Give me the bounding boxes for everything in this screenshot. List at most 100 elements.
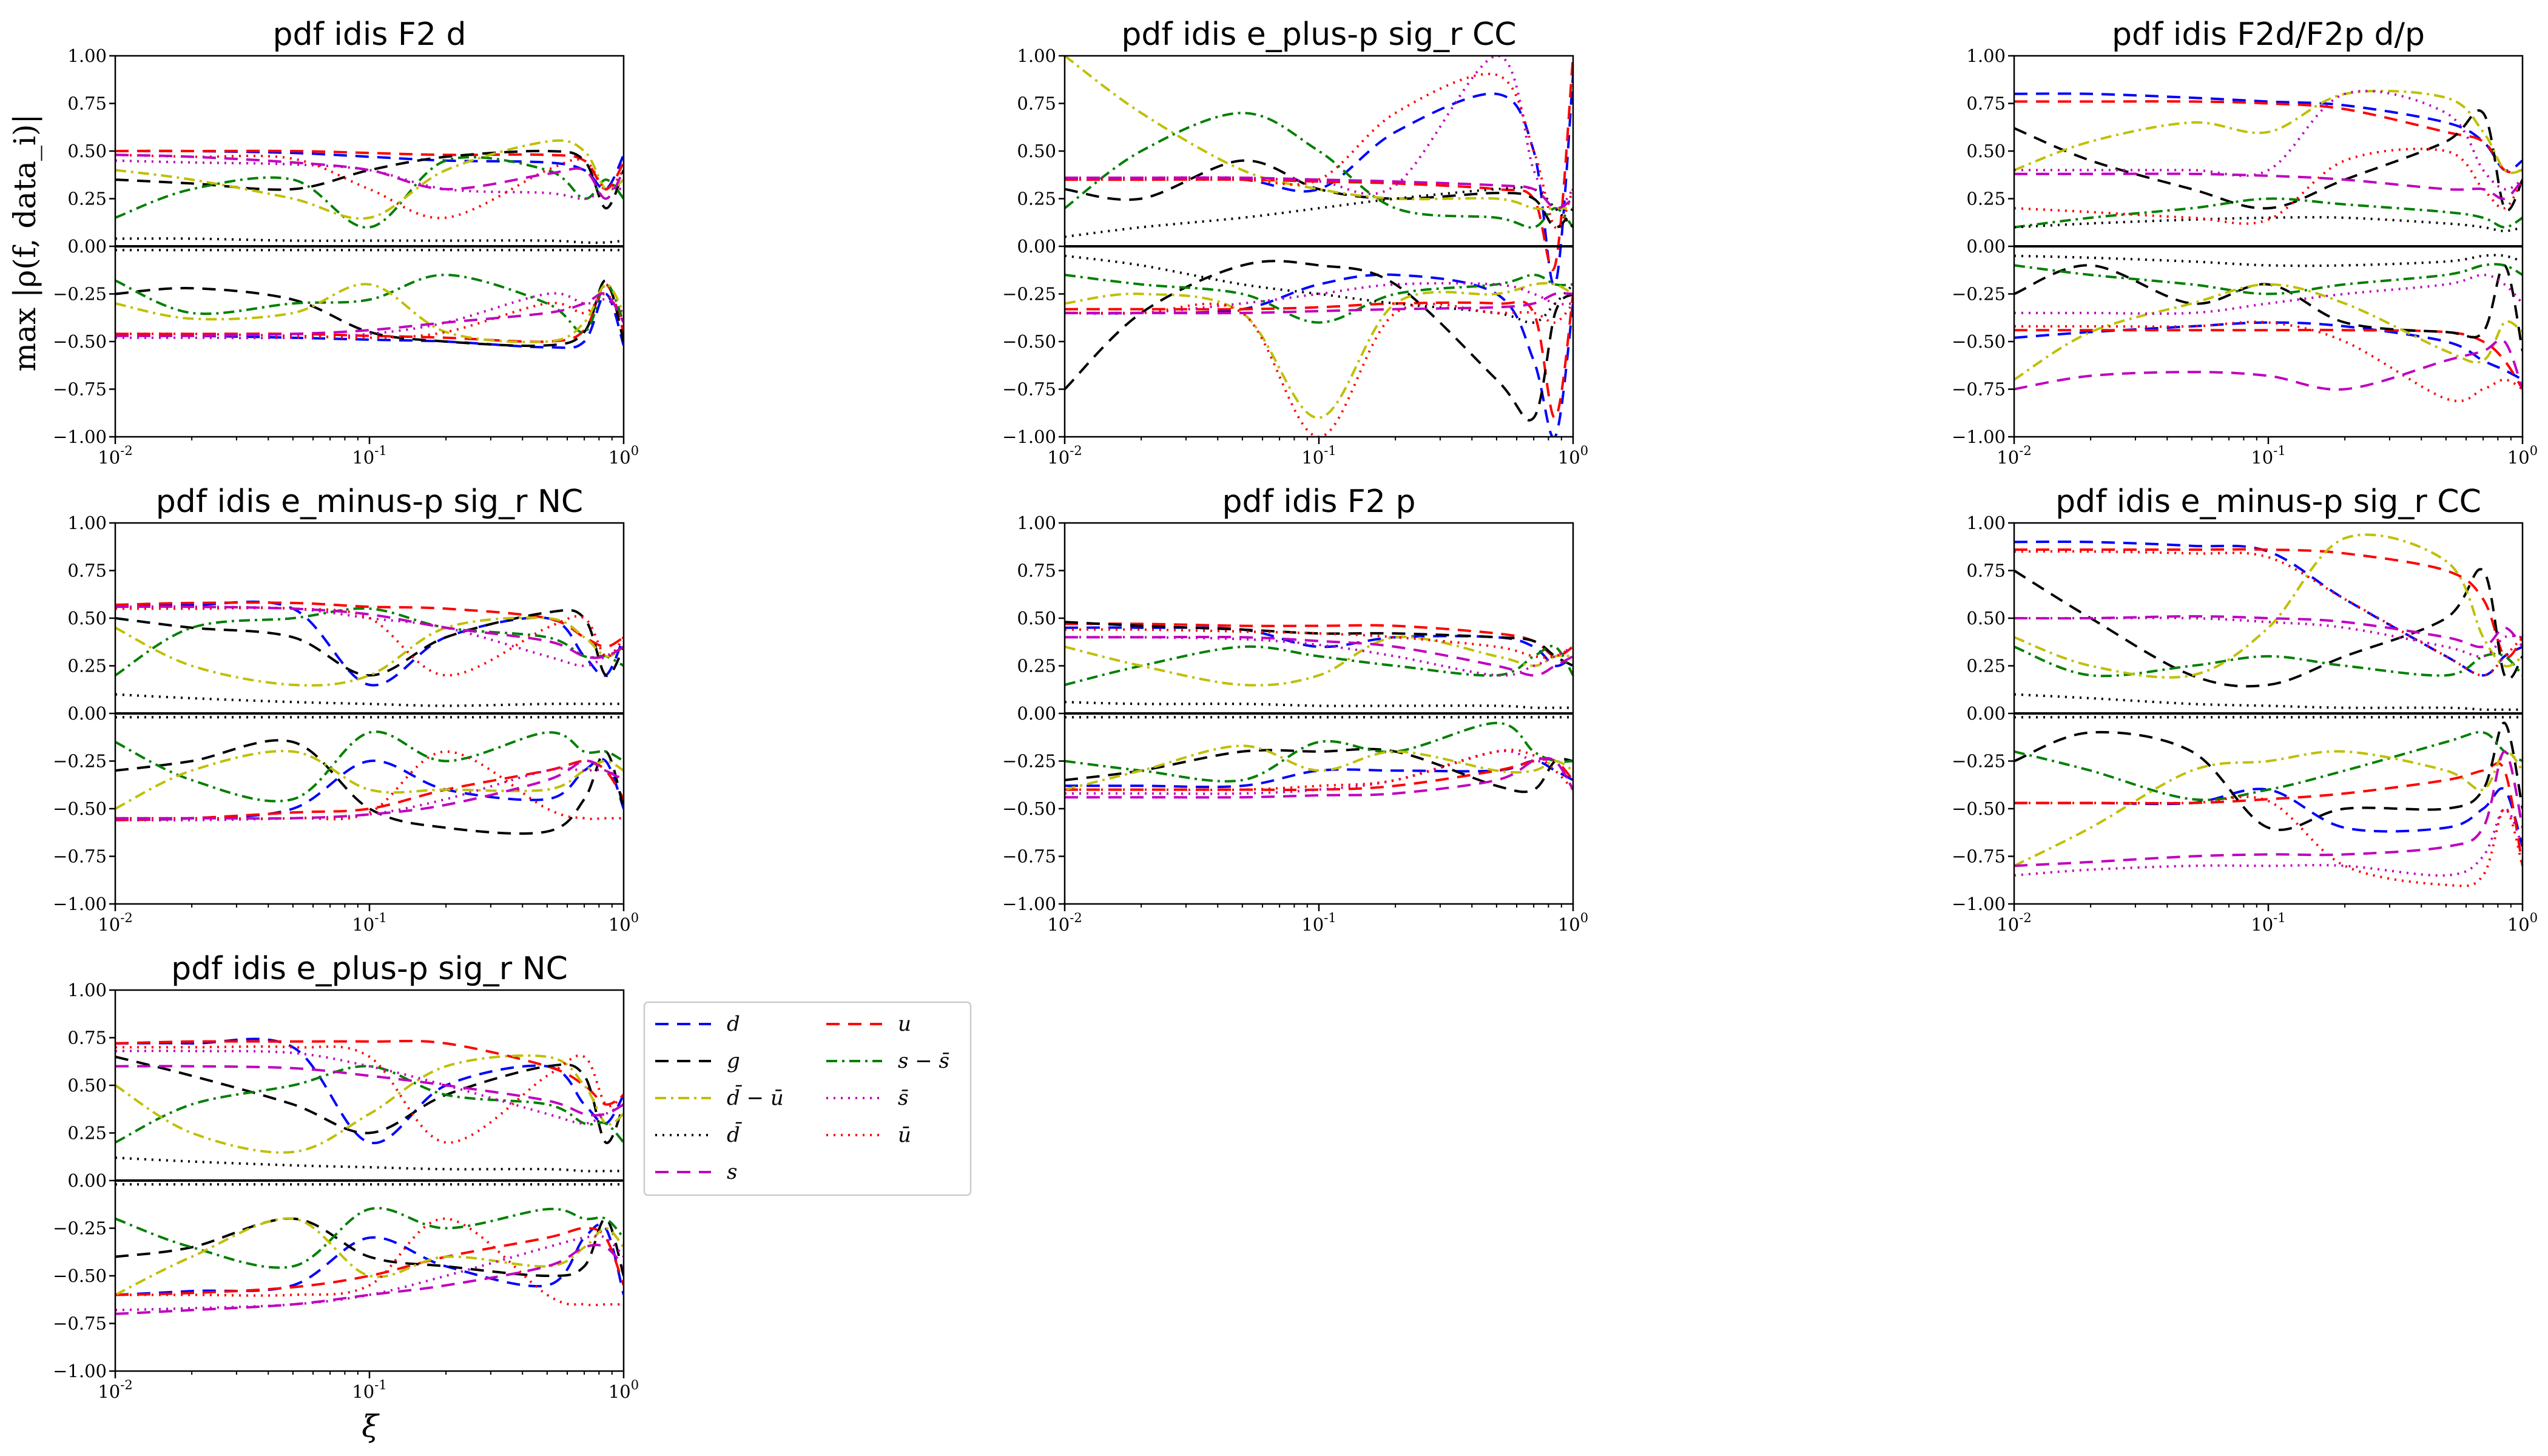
- series-line-s_minus_sbar-pos: [1065, 112, 1573, 229]
- series-line-ubar-neg: [2014, 795, 2523, 888]
- series-line-u-pos: [1065, 622, 1573, 658]
- series-line-s_minus_sbar-neg: [115, 1207, 624, 1269]
- series-line-u-neg: [2014, 328, 2523, 390]
- series-line-g-pos: [2014, 109, 2523, 212]
- x-tick-label: 10-1: [352, 911, 386, 935]
- legend-label-u: u: [898, 1012, 911, 1036]
- legend-label-dbar_minus_ubar: d̄ − ū: [727, 1085, 784, 1110]
- y-tick-label: −0.75: [53, 846, 107, 867]
- subplot-6: pdf idis e_minus-p sig_r CC 1.00 0.75 0.50 0…: [1952, 484, 2538, 935]
- subplot-title: pdf idis e_plus-p sig_r CC: [1121, 16, 1516, 53]
- series-line-d-pos: [1065, 626, 1573, 667]
- x-tick-label: 10-1: [352, 443, 386, 468]
- series-line-s-pos: [1065, 635, 1573, 677]
- series-line-g-pos: [2014, 568, 2523, 688]
- y-tick-label: 0.25: [67, 1123, 107, 1144]
- series-line-dbar-pos: [2014, 693, 2523, 711]
- y-tick-label: −0.25: [53, 751, 107, 772]
- subplot-title: pdf idis e_minus-p sig_r NC: [156, 484, 583, 520]
- series-line-dbar-neg: [2014, 254, 2523, 268]
- series-line-s-neg: [2014, 750, 2523, 868]
- y-axis-label: max |ρ(f, data_i)|: [7, 114, 42, 372]
- legend-label-s_minus_sbar: s − s̄: [898, 1049, 949, 1073]
- series-line-dbar_minus_ubar-pos: [1065, 635, 1573, 687]
- y-tick-label: −0.50: [53, 1266, 107, 1286]
- series-line-ubar-pos: [1065, 628, 1573, 659]
- legend-label-g: g: [727, 1049, 740, 1073]
- y-tick-label: −1.00: [1952, 894, 2006, 914]
- series-line-d-neg: [115, 292, 624, 349]
- series-line-u-neg: [2014, 762, 2523, 866]
- y-tick-label: −0.75: [1952, 379, 2006, 400]
- x-tick-label: 100: [608, 1378, 639, 1402]
- x-tick-label: 10-2: [98, 443, 132, 468]
- y-tick-label: −0.50: [1002, 798, 1056, 819]
- y-tick-label: −0.75: [1002, 379, 1056, 400]
- y-tick-label: 1.00: [1966, 513, 2006, 533]
- series-line-dbar-neg: [1065, 254, 1573, 324]
- y-tick-label: −0.25: [53, 1218, 107, 1239]
- y-tick-label: 1.00: [67, 980, 107, 1000]
- series-line-g-neg: [115, 739, 624, 835]
- y-tick-label: −0.50: [53, 331, 107, 352]
- series-line-s_minus_sbar-neg: [115, 274, 624, 334]
- series-line-d-pos: [1065, 75, 1573, 287]
- subplot-title: pdf idis F2 d: [273, 16, 467, 53]
- series-line-g-neg: [2014, 264, 2523, 352]
- y-tick-label: −0.75: [1002, 846, 1056, 867]
- y-tick-label: 0.75: [67, 1028, 107, 1048]
- legend-frame: [643, 1001, 972, 1196]
- y-tick-label: −0.50: [1952, 331, 2006, 352]
- series-line-s-pos: [115, 605, 624, 659]
- series-line-sbar-pos: [2014, 616, 2523, 658]
- y-tick-label: 0.75: [1966, 561, 2006, 581]
- x-tick-label: 10-1: [2251, 443, 2285, 468]
- y-tick-label: −1.00: [1002, 894, 1056, 914]
- series-line-ubar-pos: [2014, 147, 2523, 225]
- series-line-dbar_minus_ubar-neg: [115, 283, 624, 343]
- y-tick-label: −1.00: [1952, 426, 2006, 447]
- series-line-d-neg: [2014, 787, 2523, 848]
- series-line-u-pos: [115, 601, 624, 649]
- series-line-u-pos: [115, 1039, 624, 1106]
- y-tick-label: 0.25: [67, 656, 107, 676]
- series-line-u-pos: [2014, 100, 2523, 174]
- series-line-d-neg: [115, 1223, 624, 1296]
- y-tick-label: −0.25: [1952, 284, 2006, 305]
- x-tick-label: 100: [2507, 911, 2538, 935]
- y-tick-label: 1.00: [67, 46, 107, 66]
- legend-label-sbar: s̄: [898, 1086, 908, 1110]
- subplot-1: pdf idis F2 d 1.00 0.75 0.50 0.25 0.00 −0.25 −0…: [53, 16, 639, 468]
- series-line-s-pos: [115, 1065, 624, 1117]
- x-tick-label: 10-2: [1997, 911, 2031, 935]
- series-line-dbar_minus_ubar-pos: [115, 1054, 624, 1154]
- y-tick-label: 0.00: [1966, 703, 2006, 724]
- series-line-s_minus_sbar-neg: [2014, 730, 2523, 801]
- series-line-s_minus_sbar-pos: [2014, 197, 2523, 229]
- legend-label-s: s: [727, 1160, 737, 1184]
- series-group: [115, 139, 624, 349]
- y-tick-label: 0.75: [1017, 93, 1056, 114]
- legend: d u g s − s̄ d̄ − ū s̄ d̄ ū s: [643, 1001, 972, 1196]
- series-line-g-neg: [2014, 721, 2523, 831]
- subplot-4: pdf idis e_minus-p sig_r NC 1.00 0.75 0.50 0…: [53, 484, 639, 935]
- y-tick-label: 0.25: [1966, 189, 2006, 209]
- series-line-s_minus_sbar-pos: [1065, 644, 1573, 686]
- series-line-s_minus_sbar-neg: [115, 730, 624, 803]
- series-line-s-pos: [115, 153, 624, 200]
- series-line-ubar-pos: [115, 153, 624, 220]
- series-line-s-pos: [1065, 176, 1573, 210]
- series-line-d-pos: [2014, 540, 2523, 677]
- subplot-7: pdf idis e_plus-p sig_r NC 1.00 0.75 0.50 0.…: [53, 951, 639, 1402]
- y-tick-label: 0.00: [1017, 236, 1056, 257]
- y-tick-label: 0.25: [1017, 656, 1056, 676]
- series-line-s-neg: [1065, 292, 1573, 315]
- series-line-s-neg: [115, 1244, 624, 1315]
- legend-label-ubar: ū: [898, 1123, 911, 1147]
- subplot-title: pdf idis F2 p: [1222, 484, 1416, 520]
- x-tick-label: 100: [608, 443, 639, 468]
- y-tick-label: −0.75: [53, 379, 107, 400]
- y-tick-label: −1.00: [1002, 426, 1056, 447]
- series-line-s_minus_sbar-neg: [1065, 274, 1573, 324]
- y-tick-label: 0.75: [1017, 561, 1056, 581]
